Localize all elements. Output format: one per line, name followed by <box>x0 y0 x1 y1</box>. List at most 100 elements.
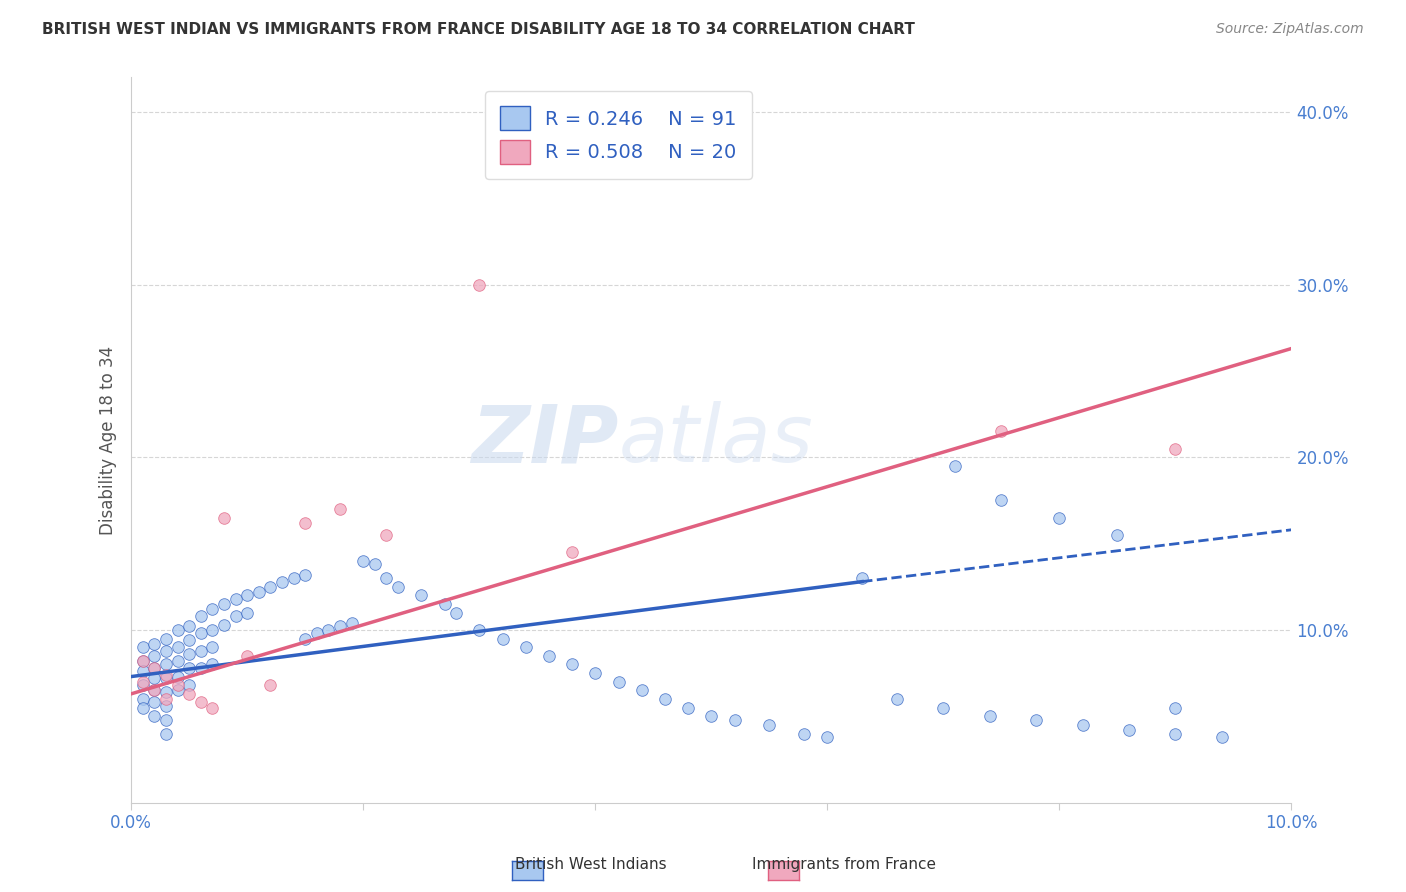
Point <box>561 657 583 672</box>
Point <box>132 640 155 655</box>
Point <box>132 654 155 668</box>
Point <box>561 545 583 559</box>
Point <box>491 632 513 646</box>
Point <box>236 606 259 620</box>
Point <box>654 692 676 706</box>
Point <box>1047 510 1070 524</box>
Point <box>1118 723 1140 737</box>
Point <box>1211 730 1233 744</box>
Point <box>387 580 409 594</box>
Legend: R = 0.246    N = 91, R = 0.508    N = 20: R = 0.246 N = 91, R = 0.508 N = 20 <box>485 91 752 179</box>
Point <box>515 640 537 655</box>
Point <box>143 683 166 698</box>
Point <box>179 633 201 648</box>
Point <box>143 683 166 698</box>
Point <box>155 685 177 699</box>
Point <box>143 637 166 651</box>
Point <box>155 632 177 646</box>
Point <box>1164 442 1187 456</box>
Point <box>433 597 456 611</box>
Point <box>143 671 166 685</box>
Point <box>155 643 177 657</box>
Point <box>143 661 166 675</box>
Point <box>212 617 235 632</box>
Point <box>1071 718 1094 732</box>
Point <box>201 700 224 714</box>
Point <box>676 700 699 714</box>
Point <box>247 585 270 599</box>
Point <box>155 726 177 740</box>
Point <box>143 709 166 723</box>
Point <box>132 665 155 679</box>
Point <box>236 588 259 602</box>
Point <box>305 626 328 640</box>
Point <box>468 277 491 292</box>
Point <box>179 687 201 701</box>
Point <box>271 574 294 589</box>
Point <box>329 619 352 633</box>
Point <box>143 661 166 675</box>
Point <box>318 623 340 637</box>
Point <box>294 567 316 582</box>
Point <box>201 657 224 672</box>
Point <box>201 602 224 616</box>
Point <box>225 609 247 624</box>
Point <box>364 558 387 572</box>
Point <box>411 588 433 602</box>
Point <box>190 661 212 675</box>
Text: ZIP: ZIP <box>471 401 619 479</box>
Point <box>283 571 305 585</box>
Point <box>990 425 1012 439</box>
Point <box>166 623 188 637</box>
Point <box>630 683 652 698</box>
Text: atlas: atlas <box>619 401 813 479</box>
Point <box>132 700 155 714</box>
Point <box>352 554 374 568</box>
Point <box>155 668 177 682</box>
Point <box>190 696 212 710</box>
Point <box>932 700 955 714</box>
Point <box>212 597 235 611</box>
Point <box>190 643 212 657</box>
Point <box>700 709 723 723</box>
Y-axis label: Disability Age 18 to 34: Disability Age 18 to 34 <box>100 345 117 534</box>
Point <box>132 674 155 689</box>
Point <box>259 678 281 692</box>
Point <box>212 510 235 524</box>
Point <box>1164 726 1187 740</box>
Point <box>537 648 560 663</box>
Point <box>179 647 201 661</box>
Point <box>155 713 177 727</box>
Point <box>815 730 838 744</box>
Point <box>132 654 155 668</box>
Text: Source: ZipAtlas.com: Source: ZipAtlas.com <box>1216 22 1364 37</box>
Point <box>329 502 352 516</box>
Text: British West Indians: British West Indians <box>515 857 666 872</box>
Point <box>468 623 491 637</box>
Point <box>375 571 398 585</box>
Point <box>886 692 908 706</box>
Text: Immigrants from France: Immigrants from France <box>752 857 935 872</box>
Point <box>143 648 166 663</box>
Point <box>155 692 177 706</box>
Point <box>583 666 606 681</box>
Point <box>155 671 177 685</box>
Point <box>155 657 177 672</box>
Point <box>190 609 212 624</box>
Point <box>179 678 201 692</box>
Point <box>375 528 398 542</box>
Point <box>1025 713 1047 727</box>
Point <box>132 678 155 692</box>
Point <box>166 683 188 698</box>
Point <box>166 678 188 692</box>
Point <box>155 698 177 713</box>
Point <box>943 458 966 473</box>
Text: BRITISH WEST INDIAN VS IMMIGRANTS FROM FRANCE DISABILITY AGE 18 TO 34 CORRELATIO: BRITISH WEST INDIAN VS IMMIGRANTS FROM F… <box>42 22 915 37</box>
Point <box>179 619 201 633</box>
Point <box>723 713 745 727</box>
Point <box>979 709 1001 723</box>
Point <box>179 661 201 675</box>
Point <box>259 580 281 594</box>
Point <box>166 654 188 668</box>
Point <box>166 669 188 683</box>
